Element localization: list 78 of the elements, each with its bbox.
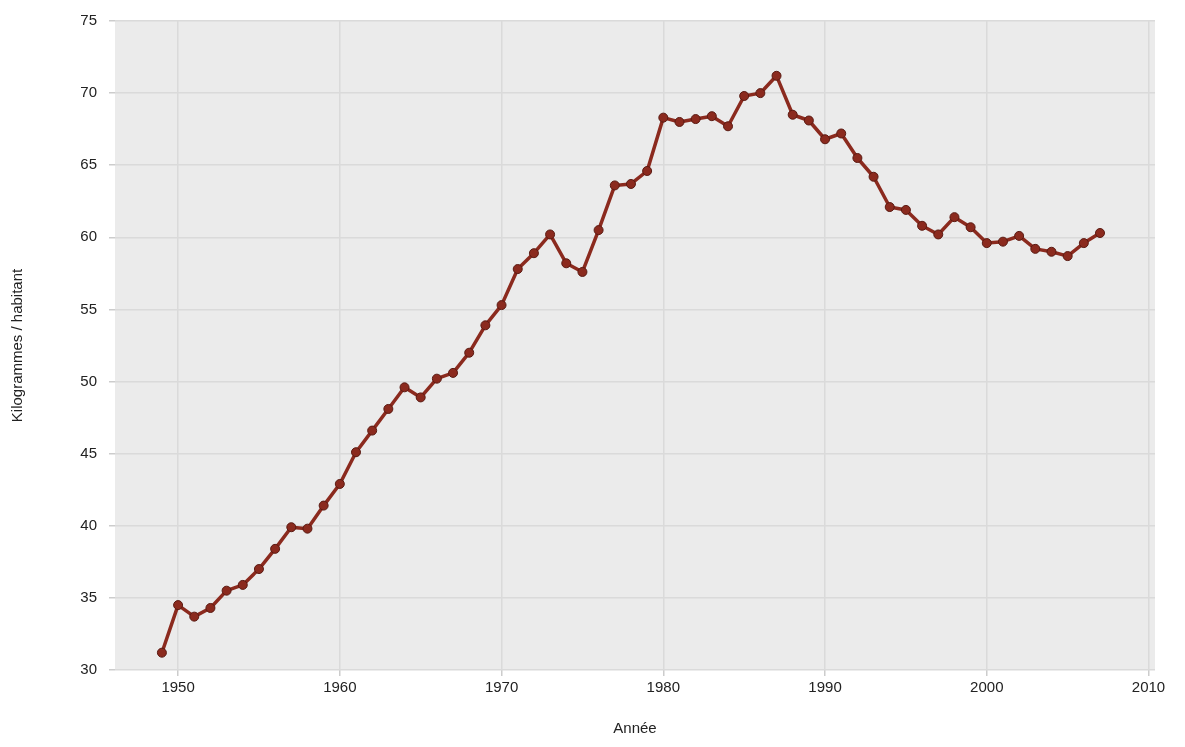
point — [351, 447, 361, 458]
point — [949, 212, 960, 223]
point — [690, 114, 701, 125]
point — [900, 204, 911, 215]
point — [723, 121, 733, 132]
point — [318, 500, 329, 511]
point — [917, 220, 928, 231]
point — [981, 238, 992, 249]
point — [739, 91, 750, 101]
x-tick-label: 1970 — [484, 678, 519, 696]
point — [189, 611, 200, 622]
point — [1046, 246, 1057, 257]
point — [156, 647, 167, 658]
x-tick-label: 1990 — [808, 678, 842, 696]
y-tick-label: 45 — [80, 443, 97, 461]
point — [221, 585, 232, 596]
point — [480, 320, 491, 331]
point — [755, 88, 766, 99]
y-tick-label: 75 — [80, 11, 97, 29]
point — [1078, 238, 1089, 249]
point — [1062, 251, 1073, 262]
point — [334, 478, 345, 489]
point — [237, 579, 248, 590]
x-tick-label: 1950 — [161, 678, 195, 696]
point — [253, 564, 264, 575]
y-tick-label: 55 — [80, 299, 97, 317]
point — [884, 202, 895, 213]
point — [820, 134, 831, 145]
point — [1030, 243, 1041, 254]
point — [399, 382, 410, 393]
y-tick-label: 35 — [80, 588, 97, 606]
point — [706, 111, 717, 122]
point — [205, 602, 216, 613]
x-axis-title: Année — [613, 719, 657, 737]
point — [868, 171, 879, 182]
y-tick-label: 60 — [80, 227, 97, 245]
y-tick-label: 30 — [80, 660, 97, 678]
point — [836, 128, 847, 139]
point — [625, 178, 636, 189]
point — [415, 392, 426, 403]
point — [593, 225, 604, 236]
y-tick-label: 65 — [80, 155, 97, 173]
point — [1014, 230, 1025, 241]
y-tick-label: 50 — [80, 371, 97, 389]
point — [787, 109, 798, 120]
point — [512, 264, 523, 275]
y-tick-label: 70 — [80, 83, 97, 101]
point — [771, 70, 782, 81]
point — [173, 600, 184, 611]
x-tick-label: 1960 — [323, 678, 357, 696]
point — [965, 222, 976, 233]
point — [1095, 228, 1106, 239]
point — [367, 425, 378, 436]
point — [561, 258, 572, 269]
point — [383, 403, 394, 414]
point — [609, 180, 620, 191]
point — [642, 165, 653, 176]
point — [302, 523, 313, 534]
point — [528, 248, 539, 259]
point — [286, 522, 297, 533]
x-tick-label: 2010 — [1131, 678, 1166, 696]
y-axis-title: Kilogrammes / habitant — [8, 267, 26, 423]
x-tick-label: 1980 — [646, 678, 680, 696]
point — [803, 115, 814, 126]
point — [577, 266, 588, 277]
point — [658, 112, 669, 123]
point — [674, 116, 685, 127]
point — [431, 373, 442, 384]
x-tick-label: 2000 — [970, 678, 1004, 696]
point — [852, 153, 863, 164]
point — [997, 236, 1008, 247]
point — [545, 229, 556, 240]
point — [448, 367, 459, 378]
point — [270, 543, 281, 554]
y-tick-label: 40 — [80, 515, 97, 533]
point — [933, 229, 944, 240]
point — [464, 347, 475, 358]
point — [496, 300, 507, 311]
